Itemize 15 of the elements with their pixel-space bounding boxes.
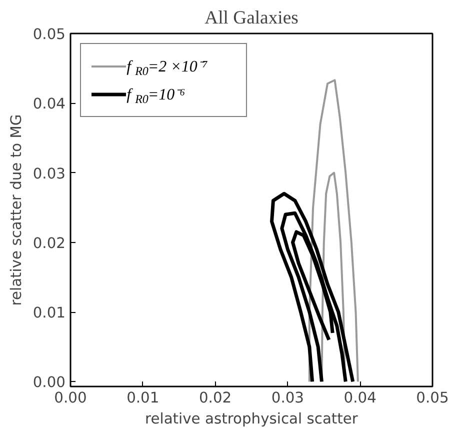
x-tick-label: 0.05 xyxy=(416,390,449,406)
chart-title: All Galaxies xyxy=(204,8,298,28)
x-tick-label: 0.02 xyxy=(198,390,232,406)
y-tick-label: 0.04 xyxy=(32,96,66,113)
y-tick-label: 0.05 xyxy=(32,26,66,43)
y-tick-label: 0.00 xyxy=(32,374,66,392)
x-axis-title: relative astrophysical scatter xyxy=(145,410,359,428)
x-tick-label: 0.04 xyxy=(344,390,376,406)
y-tick-label: 0.02 xyxy=(32,234,66,252)
y-tick-label: 0.03 xyxy=(32,165,66,182)
x-tick-label: 0.01 xyxy=(126,390,160,406)
y-axis-title: relative scatter due to MG xyxy=(8,114,25,306)
x-tick-label: 0.03 xyxy=(271,390,304,406)
x-tick-label: 0.00 xyxy=(54,390,87,406)
y-tick-label: 0.01 xyxy=(32,304,66,322)
